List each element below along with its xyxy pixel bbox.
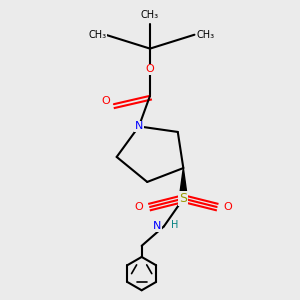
Text: O: O	[224, 202, 232, 212]
Polygon shape	[179, 168, 188, 199]
Text: H: H	[171, 220, 179, 230]
Text: CH₃: CH₃	[88, 30, 106, 40]
Text: N: N	[135, 122, 143, 131]
Text: CH₃: CH₃	[196, 30, 214, 40]
Text: CH₃: CH₃	[141, 10, 159, 20]
Text: O: O	[146, 64, 154, 74]
Text: O: O	[101, 96, 110, 106]
Text: N: N	[153, 221, 161, 231]
Text: S: S	[179, 192, 187, 205]
Text: O: O	[134, 202, 143, 212]
